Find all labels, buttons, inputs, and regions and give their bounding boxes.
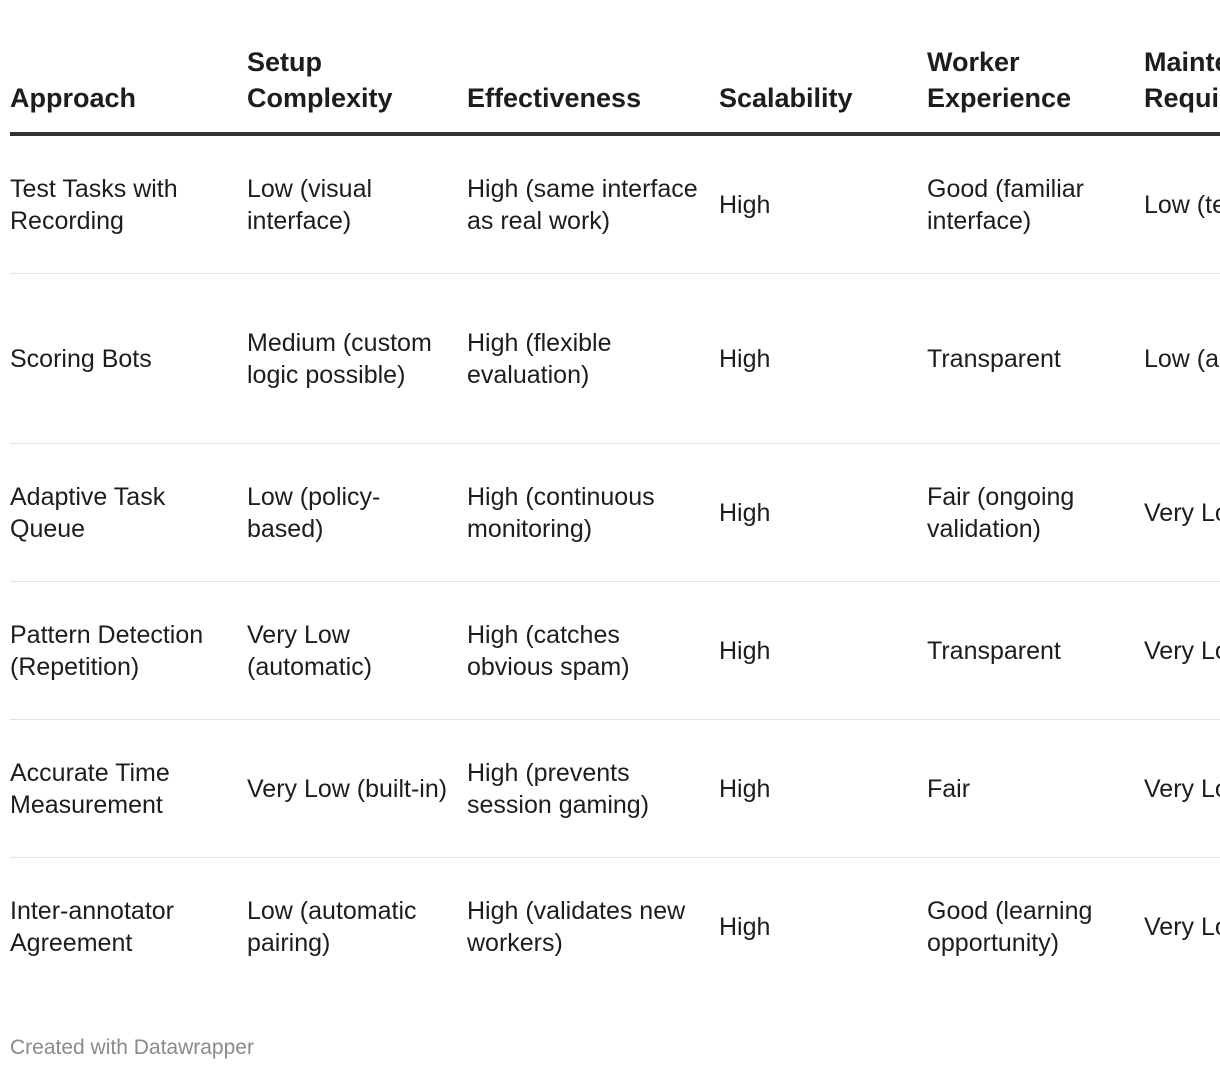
table-cell: High (same interface as real work) — [467, 134, 719, 274]
table-cell: Fair (ongoing validation) — [927, 443, 1144, 582]
table-row: Adaptive Task Queue Low (policy-based) H… — [10, 443, 1220, 582]
datawrapper-credit: Created with Datawrapper — [10, 1036, 254, 1059]
table-cell: Good (familiar interface) — [927, 134, 1144, 274]
table-cell: High (flexible evaluation) — [467, 273, 719, 444]
table-cell: High — [719, 912, 771, 941]
table-cell: Low (test generation) — [1144, 134, 1220, 274]
table-cell: Low (policy-based) — [247, 443, 467, 582]
column-header-worker-experience: Worker Experience — [927, 40, 1144, 136]
table-header-row: Approach Setup Complexity Effectiveness … — [10, 40, 1220, 136]
table-cell: High — [719, 273, 927, 444]
table-cell: High — [719, 719, 927, 858]
table-cell: High (continuous monitoring) — [467, 443, 719, 582]
table-cell: Very Low (built-in) — [247, 719, 467, 858]
table-cell: High (catches obvious spam) — [467, 581, 719, 720]
table-cell: Low (automated) — [1144, 273, 1220, 444]
table-row: Accurate Time Measurement Very Low (buil… — [10, 719, 1220, 858]
table-cell: Scoring Bots — [10, 273, 247, 444]
table-cell: Very Low (automated) — [1144, 912, 1220, 941]
table-cell: Inter-annotator Agreement — [10, 896, 174, 957]
table-cell: Pattern Detection (Repetition) — [10, 581, 247, 720]
column-header-approach: Approach — [10, 40, 247, 136]
column-header-setup-complexity: Setup Complexity — [247, 40, 467, 136]
table-cell: Low (visual interface) — [247, 134, 467, 274]
table-row: Scoring Bots Medium (custom logic possib… — [10, 273, 1220, 444]
table-cell: Very Low (automated) — [1144, 443, 1220, 582]
table-cell: High — [719, 581, 927, 720]
table-cell: Transparent — [927, 581, 1144, 720]
column-header-maintenance-requirements: Maintenance Requirements — [1144, 40, 1220, 136]
table-cell: High — [719, 134, 927, 274]
table-cell: Fair — [927, 719, 1144, 858]
table-cell: High (validates new workers) — [467, 896, 686, 957]
table-cell: High (prevents session gaming) — [467, 719, 719, 858]
table-cell: High — [719, 443, 927, 582]
table-cell: Good (learning opportunity) — [927, 896, 1093, 957]
table-cell: Very Low (automatic) — [247, 581, 467, 720]
comparison-table: Approach Setup Complexity Effectiveness … — [10, 40, 1220, 995]
column-header-scalability: Scalability — [719, 40, 927, 136]
table-cell: Adaptive Task Queue — [10, 443, 247, 582]
table-row: Test Tasks with Recording Low (visual in… — [10, 134, 1220, 274]
table-cell: Test Tasks with Recording — [10, 134, 247, 274]
table-cell: Low (automatic pairing) — [247, 896, 417, 957]
table-row: Inter-annotator Agreement Low (automatic… — [10, 858, 1220, 996]
table-cell: Transparent — [927, 273, 1144, 444]
comparison-table-container: Approach Setup Complexity Effectiveness … — [10, 40, 1220, 995]
table-cell: Very Low (automated) — [1144, 719, 1220, 858]
table-cell: Very Low (automated) — [1144, 581, 1220, 720]
table-cell: Accurate Time Measurement — [10, 719, 247, 858]
column-header-effectiveness: Effectiveness — [467, 40, 719, 136]
table-row: Pattern Detection (Repetition) Very Low … — [10, 581, 1220, 720]
table-cell: Medium (custom logic possible) — [247, 273, 467, 444]
